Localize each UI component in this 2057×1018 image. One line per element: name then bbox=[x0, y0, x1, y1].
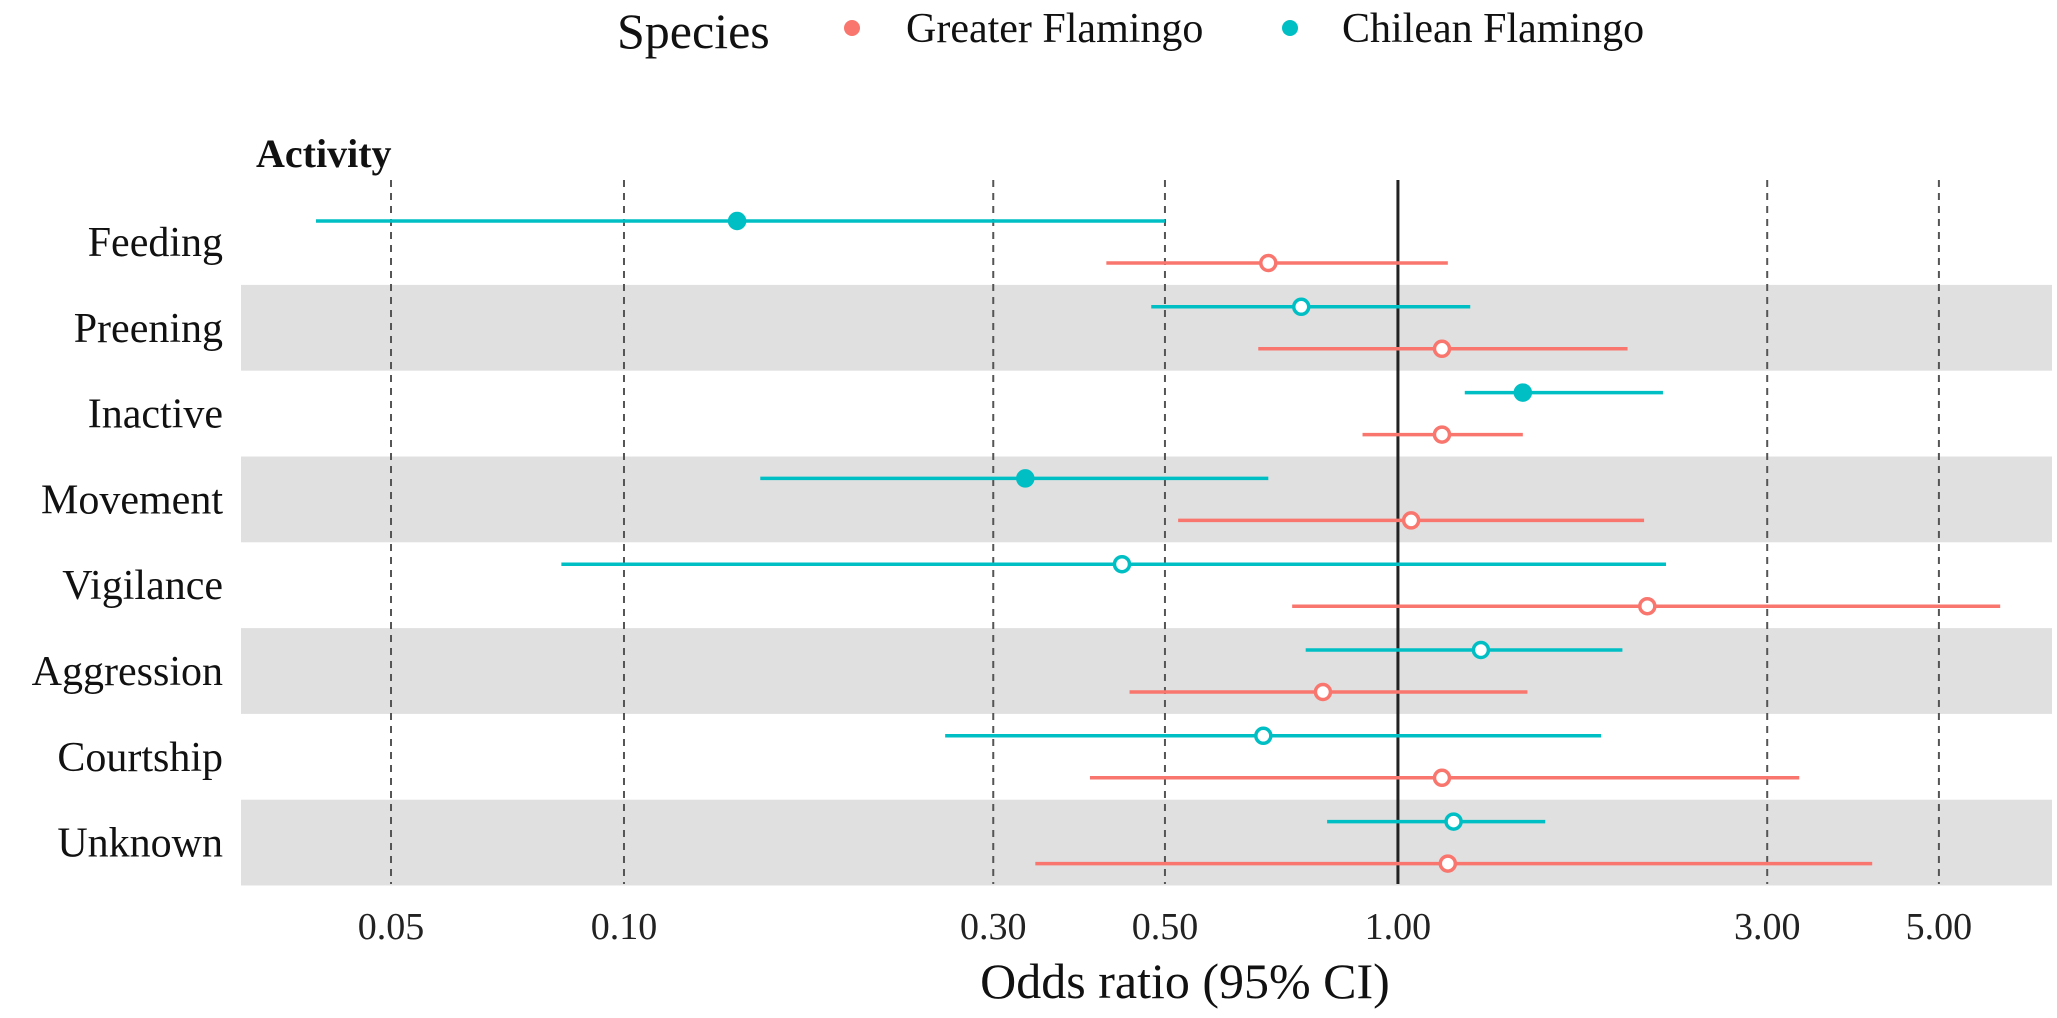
category-label-aggression: Aggression bbox=[32, 649, 223, 695]
band-preening bbox=[241, 284, 2052, 371]
gridlines bbox=[390, 180, 1940, 884]
x-axis-ticks: 0.05 0.10 0.30 0.50 1.00 3.00 5.00 bbox=[358, 906, 1972, 948]
category-label-movement: Movement bbox=[41, 477, 223, 523]
x-tick-label: 5.00 bbox=[1906, 906, 1973, 948]
legend-marker-chilean-flamingo bbox=[1282, 20, 1298, 36]
band-movement bbox=[241, 456, 2052, 543]
band-aggression bbox=[241, 628, 2052, 714]
point-greater-flamingo-courtship bbox=[1432, 768, 1452, 788]
point-chilean-flamingo-inactive bbox=[1513, 383, 1533, 402]
point-chilean-flamingo-preening bbox=[1291, 297, 1311, 317]
x-tick-label: 0.50 bbox=[1132, 906, 1199, 948]
x-tick-label: 1.00 bbox=[1365, 906, 1432, 948]
category-label-courtship: Courtship bbox=[57, 735, 223, 781]
x-tick-label: 0.05 bbox=[358, 906, 425, 948]
panel-title: Activity bbox=[256, 131, 392, 176]
legend-marker-greater-flamingo bbox=[844, 20, 860, 36]
point-chilean-flamingo-unknown bbox=[1444, 812, 1463, 831]
x-tick-label: 0.10 bbox=[591, 906, 658, 948]
row-bands bbox=[241, 284, 2052, 886]
category-label-feeding: Feeding bbox=[88, 220, 223, 266]
category-label-vigilance: Vigilance bbox=[62, 563, 223, 609]
point-greater-flamingo-unknown bbox=[1438, 854, 1458, 873]
point-chilean-flamingo-movement bbox=[1016, 469, 1035, 488]
category-label-inactive: Inactive bbox=[88, 392, 223, 438]
x-tick-label: 3.00 bbox=[1734, 906, 1801, 948]
point-chilean-flamingo-vigilance bbox=[1112, 554, 1132, 574]
legend-title: Species bbox=[617, 3, 770, 59]
point-greater-flamingo-feeding bbox=[1259, 253, 1278, 273]
data-marks bbox=[316, 211, 2001, 873]
point-greater-flamingo-vigilance bbox=[1638, 596, 1657, 616]
point-chilean-flamingo-courtship bbox=[1254, 726, 1273, 746]
x-tick-label: 0.30 bbox=[960, 906, 1027, 948]
point-greater-flamingo-preening bbox=[1432, 339, 1452, 359]
legend-label-greater-flamingo: Greater Flamingo bbox=[906, 6, 1203, 52]
point-chilean-flamingo-aggression bbox=[1471, 640, 1491, 660]
category-label-unknown: Unknown bbox=[57, 821, 223, 867]
point-greater-flamingo-inactive bbox=[1432, 425, 1452, 444]
point-greater-flamingo-movement bbox=[1401, 511, 1421, 530]
legend: Species Greater Flamingo Chilean Flaming… bbox=[617, 3, 1644, 59]
point-greater-flamingo-aggression bbox=[1313, 682, 1333, 702]
band-unknown bbox=[241, 799, 2052, 886]
category-labels: Feeding Preening Inactive Movement Vigilance… bbox=[32, 220, 224, 867]
x-axis-title: Odds ratio (95% CI) bbox=[980, 953, 1390, 1009]
category-label-preening: Preening bbox=[74, 306, 223, 352]
point-chilean-flamingo-feeding bbox=[727, 211, 747, 231]
legend-label-chilean-flamingo: Chilean Flamingo bbox=[1342, 6, 1644, 52]
